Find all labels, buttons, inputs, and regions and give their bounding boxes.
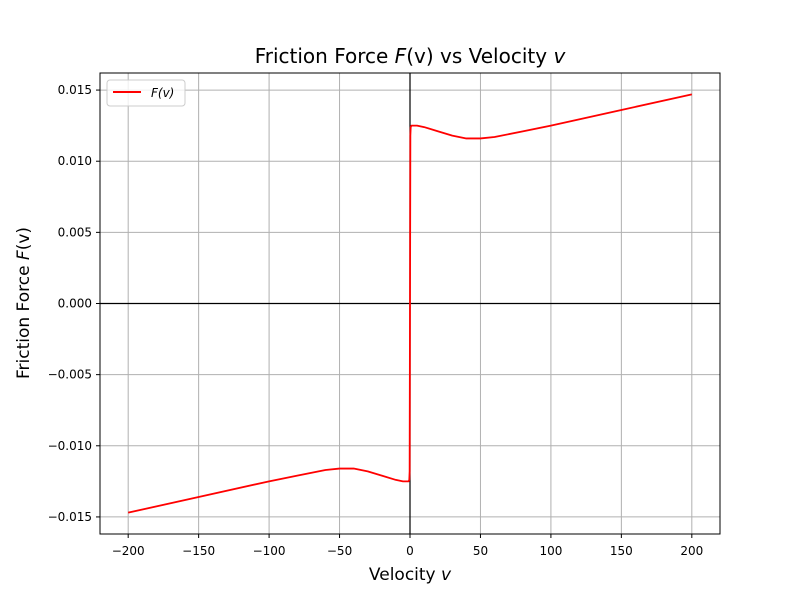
y-tick-label: −0.005 [48,368,92,382]
legend: F(v) [106,79,186,107]
chart-title: Friction Force F(v) vs Velocity v [255,44,567,68]
x-tick-label: 150 [610,544,633,558]
x-axis-ticks: −200 −150 −100 −50 0 50 100 150 200 [112,534,703,558]
y-tick-label: −0.015 [48,510,92,524]
x-axis-label: Velocity v [369,565,452,585]
y-tick-label: 0.015 [58,83,92,97]
x-tick-label: 200 [680,544,703,558]
y-tick-label: 0.000 [58,297,92,311]
x-tick-label: −100 [253,544,286,558]
series-line-friction-force [127,93,693,514]
series-layer [127,93,693,514]
y-axis-label: Friction Force F(v) [14,227,34,379]
x-tick-label: −150 [182,544,215,558]
y-tick-label: 0.010 [58,154,92,168]
y-tick-label: 0.005 [58,225,92,239]
x-tick-label: 50 [473,544,488,558]
x-tick-label: 100 [539,544,562,558]
y-tick-label: −0.010 [48,439,92,453]
legend-label: F(v) [151,86,174,100]
x-tick-label: 0 [406,544,414,558]
y-axis-ticks: −0.015 −0.010 −0.005 0.000 0.005 0.010 0.015 [48,83,100,524]
x-tick-label: −50 [327,544,352,558]
legend-box [106,79,186,107]
x-tick-label: −200 [112,544,145,558]
